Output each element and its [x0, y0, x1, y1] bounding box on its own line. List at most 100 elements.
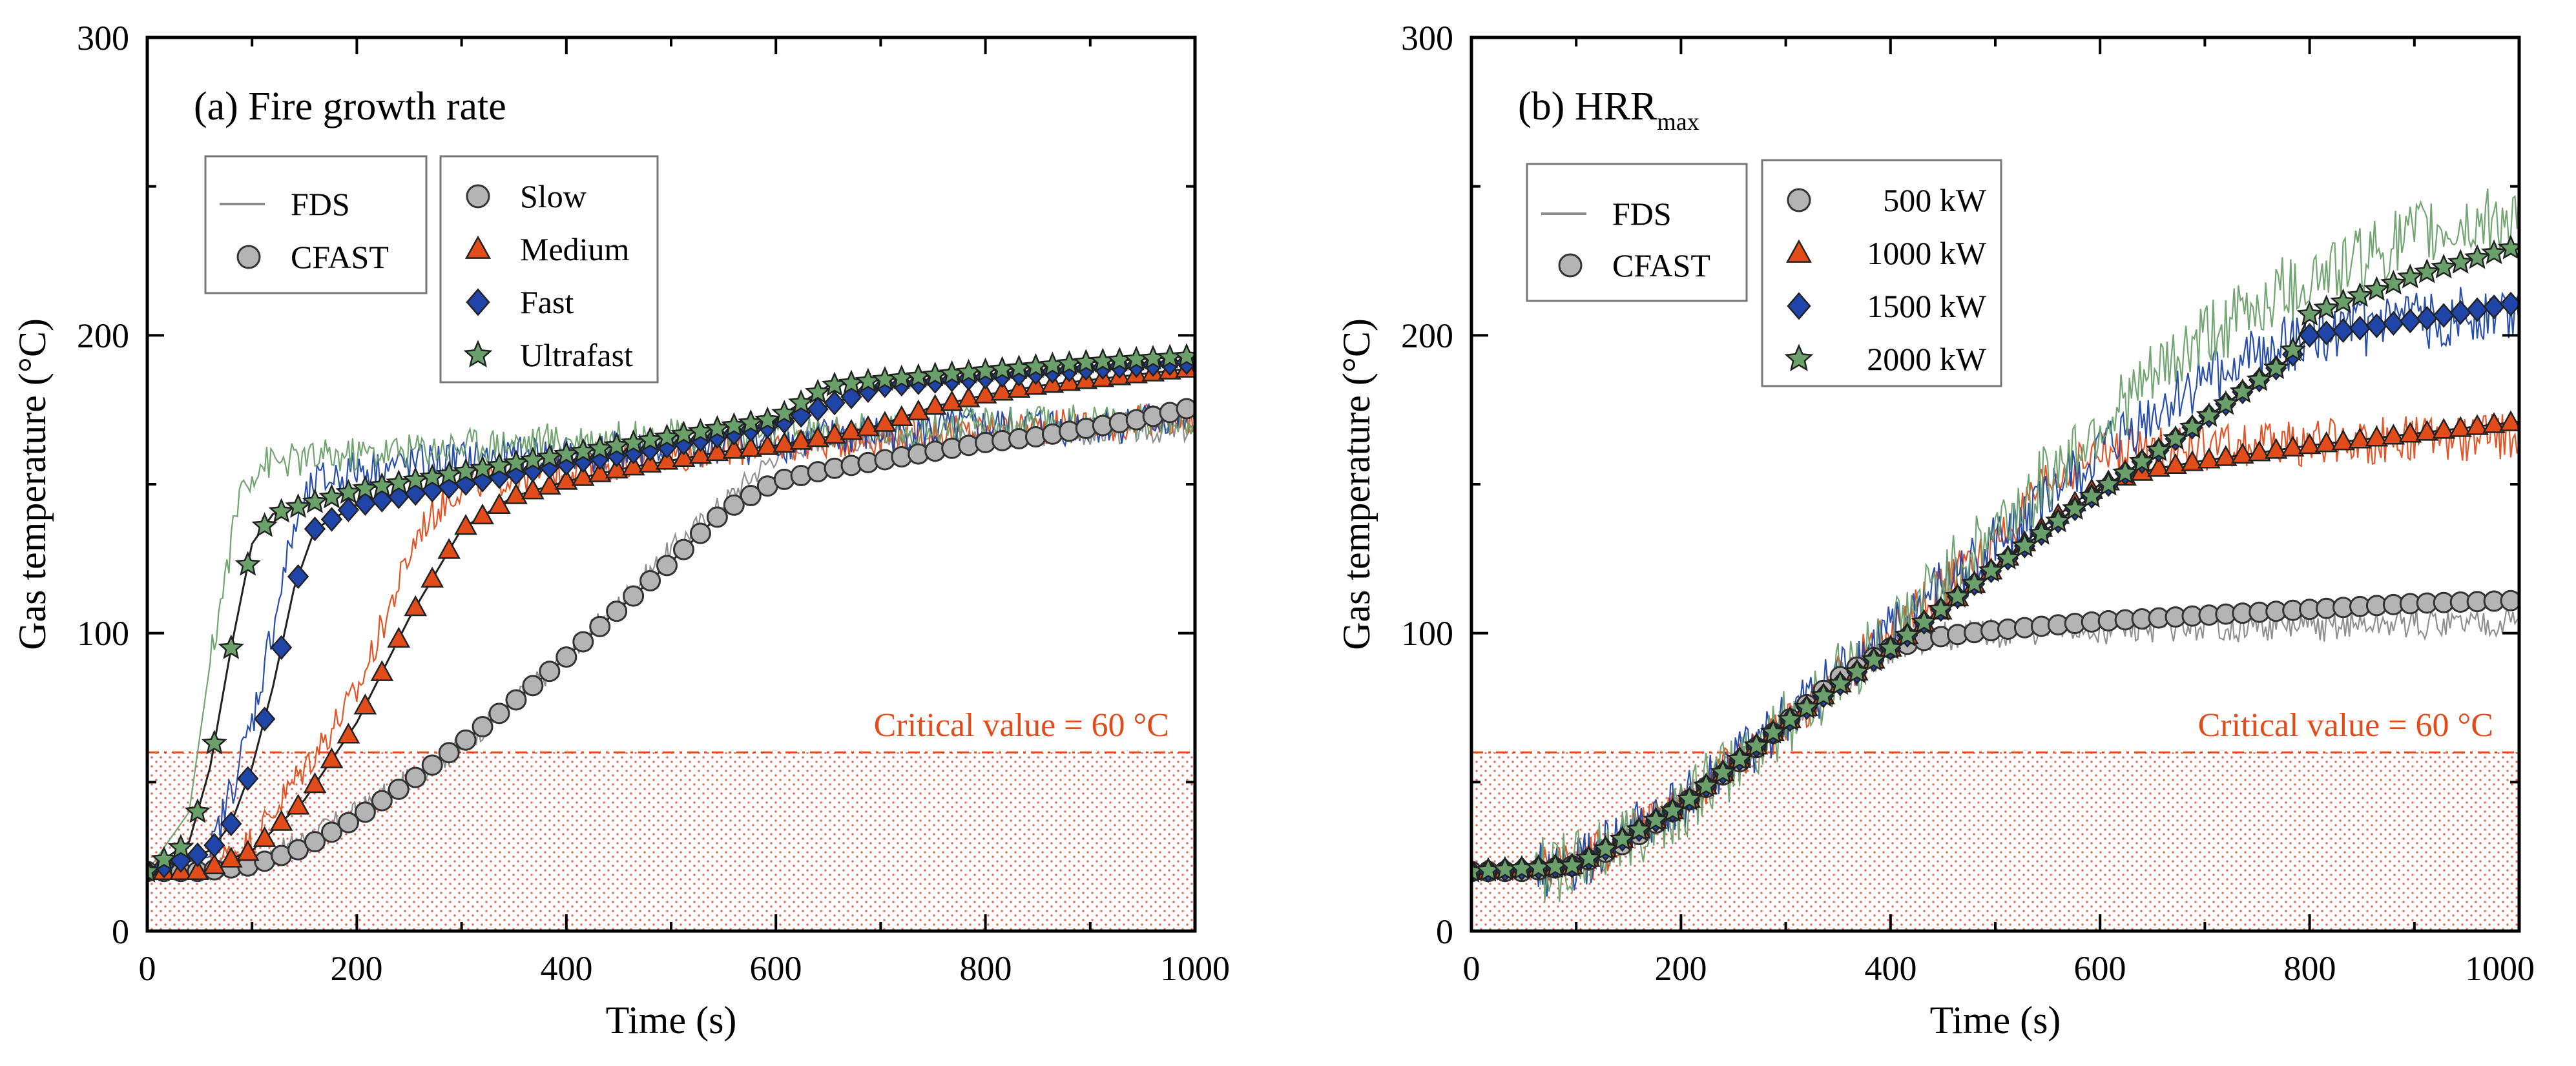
cfast-marker-3: [318, 484, 345, 509]
cfast-marker-0: [304, 831, 326, 853]
cfast-marker-1: [421, 566, 444, 588]
cfast-marker-2: [337, 497, 360, 522]
cfast-marker-3: [1995, 544, 2021, 569]
cfast-marker-1: [303, 772, 327, 794]
series-legend-markers-a: [463, 184, 493, 368]
cfast-marker-0: [505, 689, 527, 711]
cfast-marker-1: [739, 436, 763, 457]
cfast-legend-marker: [236, 245, 261, 269]
x-axis-title-a: Time (s): [606, 999, 737, 1041]
legend-label-cfast: CFAST: [1612, 247, 1710, 283]
y-tick-label: 100: [77, 614, 129, 653]
cfast-marker-1: [973, 382, 997, 404]
cfast-marker-1: [2181, 450, 2204, 471]
cfast-marker-1: [2382, 424, 2405, 445]
cfast-marker-3: [2280, 336, 2306, 362]
cfast-marker-1: [2197, 447, 2221, 469]
cfast-marker-1: [2214, 445, 2238, 466]
cfast-marker-2: [254, 706, 276, 732]
cfast-marker-3: [2363, 276, 2390, 301]
cfast-marker-1: [353, 693, 377, 715]
y-axis-title-a: Gas temperature (°C): [11, 318, 54, 650]
cfast-marker-3: [1743, 732, 1770, 757]
cfast-marker-1: [471, 503, 494, 525]
cfast-marker-1: [370, 660, 394, 681]
critical-value-label-a: Critical value = 60 °C: [874, 707, 1169, 744]
cfast-marker-1: [923, 394, 947, 415]
cfast-marker-1: [1007, 376, 1031, 398]
cfast-marker-1: [554, 469, 578, 490]
cfast-marker-1: [2164, 453, 2187, 475]
cfast-marker-1: [990, 380, 1014, 401]
x-axis-title-b: Time (s): [1930, 999, 2061, 1041]
cfast-marker-2: [237, 766, 259, 791]
cfast-marker-3: [2196, 402, 2223, 427]
cfast-marker-1: [488, 493, 511, 514]
cfast-marker-1: [806, 425, 829, 447]
x-tick-label: 0: [139, 949, 156, 988]
cfast-marker-0: [438, 742, 460, 764]
cfast-marker-1: [2230, 442, 2254, 464]
cfast-marker-1: [722, 438, 746, 459]
cfast-marker-0: [455, 729, 477, 751]
y-tick-labels-b: 0 100 200 300: [1401, 19, 1453, 951]
cfast-marker-1: [2415, 420, 2439, 441]
cfast-marker-2: [2365, 313, 2388, 338]
cfast-marker-3: [285, 493, 311, 518]
cfast-marker-2: [807, 396, 829, 422]
cfast-marker-3: [2045, 507, 2072, 533]
series-legend-markers-b: [1784, 188, 1814, 372]
legend-label-1500kw: 1500 kW: [1867, 288, 1987, 324]
panel-title-subscript: max: [1657, 108, 1699, 136]
legend-marker-2: [1787, 292, 1811, 320]
cfast-marker-3: [1810, 682, 1837, 707]
cfast-marker-2: [2298, 323, 2321, 348]
cfast-marker-3: [1793, 693, 1820, 719]
cfast-marker-1: [857, 415, 880, 436]
x-tick-label: 1000: [1160, 949, 1230, 988]
x-tick-label: 800: [2284, 949, 2336, 988]
cfast-marker-3: [2313, 294, 2340, 320]
cfast-marker-1: [537, 473, 561, 495]
cfast-marker-1: [286, 794, 310, 815]
cfast-marker-3: [2414, 258, 2440, 283]
cfast-marker-1: [672, 446, 696, 467]
x-tick-label: 0: [1463, 949, 1480, 988]
cfast-marker-0: [371, 790, 393, 812]
cfast-marker-0: [723, 494, 745, 516]
x-tick-label: 400: [1865, 949, 1917, 988]
x-tick-labels-a: 0 200 400 600 800 1000: [139, 949, 1231, 988]
cfast-marker-1: [571, 465, 595, 486]
cfast-marker-1: [873, 411, 897, 432]
cfast-marker-1: [2298, 433, 2322, 455]
cfast-marker-1: [521, 478, 545, 500]
legend-label-fds: FDS: [1612, 196, 1672, 232]
cfast-marker-0: [287, 839, 309, 861]
cfast-marker-3: [1559, 852, 1585, 877]
model-legend-box-a: [204, 155, 428, 294]
cfast-marker-1: [404, 595, 428, 617]
cfast-marker-3: [251, 512, 278, 537]
cfast-marker-3: [1643, 806, 1669, 832]
x-tick-label: 400: [541, 949, 593, 988]
cfast-marker-2: [203, 832, 225, 858]
cfast-marker-1: [605, 457, 628, 478]
cfast-marker-3: [1877, 634, 1904, 659]
cfast-marker-3: [1978, 557, 2004, 582]
cfast-marker-0: [421, 754, 443, 776]
legend-marker-3: [1784, 343, 1814, 372]
panel-a: 0 100 200 300 0 200 400 600 800 1000 Tim…: [11, 19, 1230, 1041]
cfast-marker-3: [1727, 745, 1753, 771]
legend-label-slow: Slow: [520, 178, 587, 214]
model-legend-box-b: [1526, 163, 1748, 302]
x-tick-label: 200: [1655, 949, 1707, 988]
cfast-marker-1: [2331, 429, 2355, 451]
cfast-marker-0: [404, 766, 426, 788]
cfast-marker-1: [2398, 422, 2422, 443]
cfast-marker-2: [2399, 308, 2421, 334]
cfast-marker-1: [689, 443, 712, 464]
cfast-marker-3: [167, 834, 194, 859]
cfast-marker-3: [335, 478, 362, 504]
cfast-marker-3: [2112, 459, 2139, 484]
cfast-marker-0: [706, 506, 728, 528]
